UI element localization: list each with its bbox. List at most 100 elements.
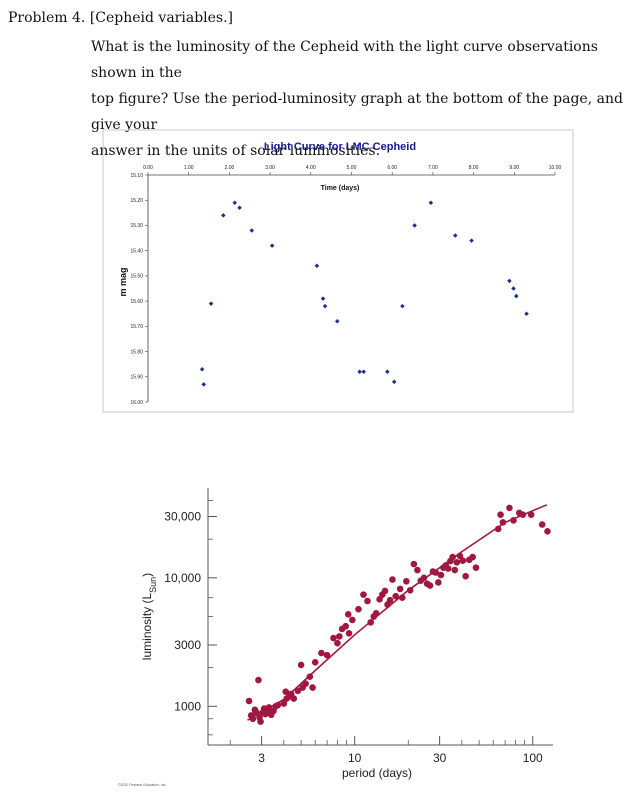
light-curve-point (514, 293, 519, 299)
light-curve-point (453, 233, 458, 238)
pl-data-point (342, 622, 349, 630)
light-curve-point (391, 379, 397, 385)
light-curve-frame (102, 129, 574, 413)
light-curve-point (357, 369, 362, 374)
y-label-sub: Sun (148, 577, 158, 593)
pl-data-point (403, 577, 410, 585)
light-curve-point (361, 369, 366, 374)
pl-data-point (355, 605, 362, 613)
pl-data-point (245, 697, 253, 705)
problem-label: Problem 4. (8, 10, 86, 26)
light-curve-y-tick-label: 15.90 (130, 375, 143, 381)
pl-data-point (386, 596, 394, 604)
pl-data-point (306, 673, 314, 681)
pl-x-tick-label: 3 (258, 751, 265, 765)
pl-y-tick-label: 1000 (174, 699, 201, 713)
pl-data-point (451, 566, 459, 574)
period-luminosity-y-label: luminosity (LSun) (140, 573, 158, 660)
pl-data-point (414, 566, 421, 574)
pl-data-point (344, 611, 352, 618)
light-curve-point (320, 296, 326, 301)
problem-topic: [Cepheid variables.] (89, 10, 234, 26)
light-curve-x-label: Time (days) (321, 185, 360, 192)
light-curve-x-tick-label: 8.00 (469, 165, 479, 171)
pl-data-point (297, 661, 305, 669)
light-curve-point (385, 369, 390, 374)
pl-y-tick-label: 10,000 (164, 571, 201, 585)
pl-data-point (426, 582, 434, 589)
light-curve-point (334, 319, 340, 324)
period-luminosity-x-label: period (days) (342, 766, 412, 780)
pl-y-tick-label: 3000 (174, 638, 201, 652)
pl-data-point (364, 597, 371, 605)
light-curve-points (199, 200, 529, 387)
pl-data-point (294, 687, 302, 695)
pl-y-tick-label: 30,000 (164, 510, 201, 524)
pl-data-point (280, 700, 288, 707)
pl-data-point (437, 571, 445, 579)
light-curve-point (199, 366, 205, 372)
pl-data-point (396, 585, 404, 593)
pl-data-point (435, 579, 442, 586)
pl-data-point (255, 676, 262, 684)
light-curve-x-tick-label: 3.00 (265, 165, 275, 171)
light-curve-point (249, 228, 255, 233)
pl-data-point (309, 684, 316, 691)
problem-text: What is the luminosity of the Cepheid wi… (91, 34, 638, 164)
light-curve-point (237, 205, 242, 211)
pl-x-tick-label: 10 (348, 751, 362, 765)
period-luminosity-fit-line (247, 504, 548, 721)
pl-x-tick-label: 30 (433, 751, 447, 765)
pl-data-point (499, 519, 507, 526)
pl-data-point (462, 572, 469, 580)
light-curve-point (201, 382, 207, 387)
problem-heading: Problem 4. [Cepheid variables.] (8, 8, 638, 28)
light-curve-x-tick-label: 2.00 (225, 165, 235, 171)
pl-data-point (381, 587, 389, 595)
period-luminosity-axes: 3 10 30 100 1000 3000 10,000 30,000 (164, 488, 553, 765)
light-curve-x-tick-label: 1.00 (184, 165, 194, 171)
pl-x-tick-label: 100 (523, 751, 543, 765)
problem-statement: Problem 4. [Cepheid variables.] What is … (8, 8, 638, 164)
problem-line-1: What is the luminosity of the Cepheid wi… (91, 39, 598, 81)
pl-data-point (360, 591, 367, 598)
light-curve-x-tick-label: 9.00 (509, 165, 519, 171)
light-curve-y-tick-label: 15.10 (130, 173, 143, 179)
pl-data-point (453, 559, 461, 566)
pl-data-point (538, 521, 546, 528)
pl-data-point (318, 649, 325, 657)
period-luminosity-chart: 3 10 30 100 1000 3000 10,000 30,000 period (day… (118, 488, 553, 787)
light-curve-point (428, 200, 434, 206)
light-curve-y-label: m mag (118, 267, 128, 296)
light-curve-point (524, 311, 529, 316)
light-curve-x-tick-label: 5.00 (347, 165, 357, 171)
light-curve-title: Light Curve for LMC Cepheid (264, 141, 416, 153)
pl-data-point (330, 634, 337, 642)
light-curve-point (269, 243, 275, 248)
light-curve-point (314, 263, 320, 269)
light-curve-point (221, 213, 226, 218)
pl-data-point (336, 633, 343, 640)
pl-data-point (392, 592, 400, 600)
light-curve-y-tick-label: 15.80 (130, 349, 143, 355)
light-curve-x-tick-label: 4.00 (306, 165, 316, 171)
light-curve-axes: 0.00 1.00 2.00 3.00 4.00 5.00 6.00 7.00 8.00 9.00… (130, 165, 561, 406)
light-curve-point (232, 200, 237, 206)
light-curve-y-tick-label: 16.00 (130, 400, 143, 406)
light-curve-point (511, 286, 516, 291)
pl-data-point (334, 639, 341, 647)
pl-data-point (282, 688, 290, 695)
pl-data-point (311, 659, 319, 666)
pl-data-point (497, 511, 504, 518)
light-curve-y-tick-label: 15.40 (130, 248, 143, 254)
problem-line-2: top figure? Use the period-luminosity gr… (91, 91, 623, 133)
pl-data-point (302, 680, 309, 687)
y-label-main: luminosity (L (140, 593, 154, 661)
pl-data-point (459, 557, 467, 564)
pl-data-point (469, 553, 476, 561)
pl-data-point (290, 695, 298, 702)
pl-data-point (349, 616, 356, 624)
light-curve-y-tick-label: 15.30 (130, 223, 143, 229)
pl-data-point (345, 630, 353, 637)
light-curve-y-tick-label: 15.20 (130, 198, 143, 204)
